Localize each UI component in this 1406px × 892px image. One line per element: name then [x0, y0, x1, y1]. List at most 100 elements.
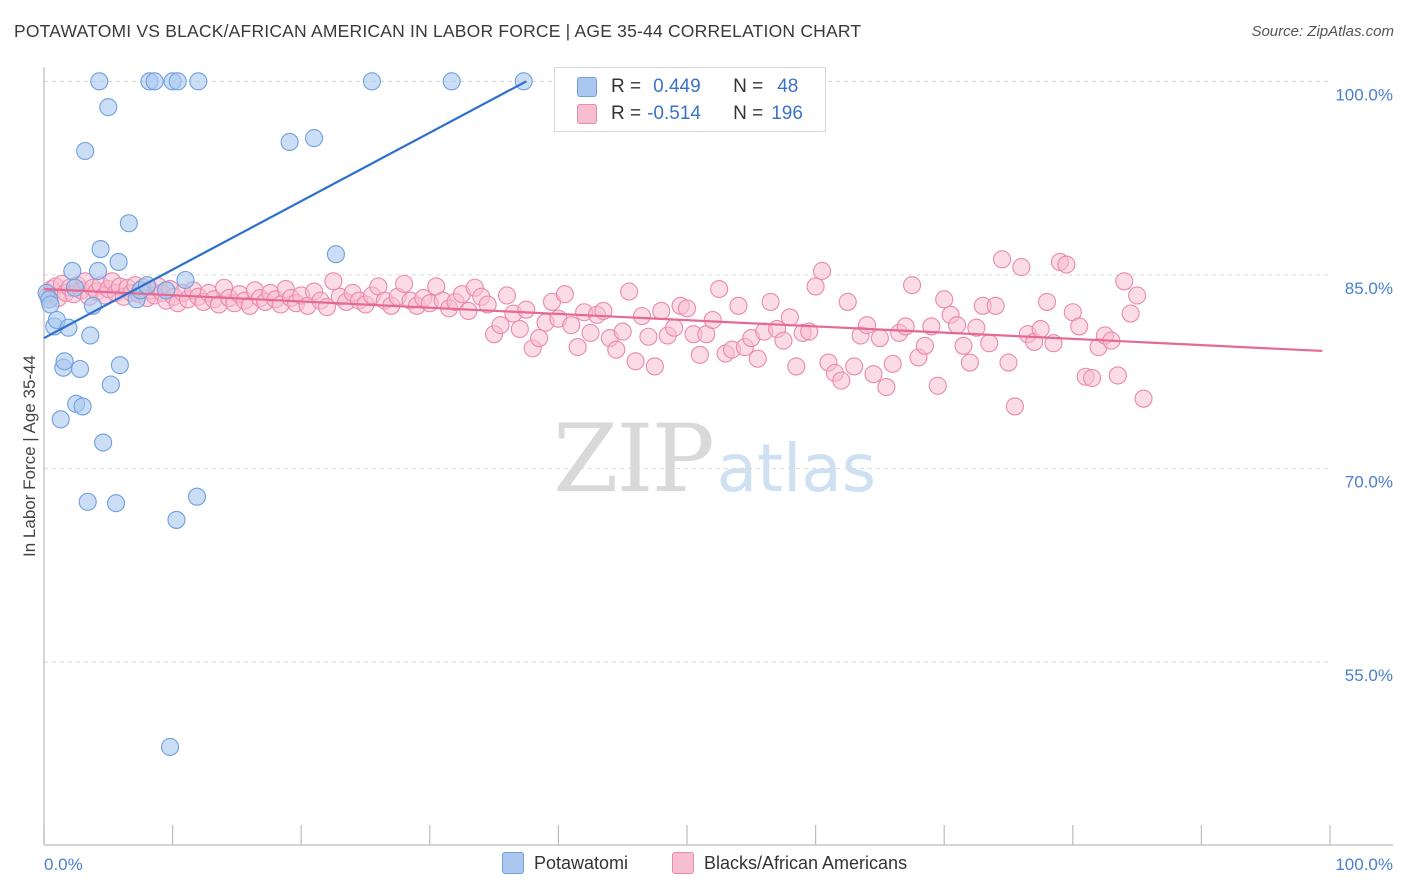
data-point-blacks: [870, 328, 889, 348]
data-point-blacks: [677, 299, 697, 318]
data-point-potawatomi: [442, 72, 461, 91]
data-point-blacks: [324, 272, 343, 291]
x-tick-label: 0.0%: [44, 855, 83, 874]
legend-r-value: -0.514: [647, 103, 701, 124]
data-point-potawatomi: [362, 72, 381, 91]
bottom-legend-label-blacks: Blacks/African Americans: [704, 852, 908, 873]
data-point-blacks: [787, 357, 806, 376]
data-point-potawatomi: [78, 492, 97, 511]
bottom-legend-blacks: Blacks/African Americans: [672, 852, 907, 874]
source-credit: Source: ZipAtlas.com: [1251, 23, 1394, 40]
data-point-potawatomi: [51, 410, 70, 429]
data-point-potawatomi: [94, 433, 113, 452]
data-point-potawatomi: [55, 352, 74, 371]
data-point-blacks: [748, 349, 767, 368]
data-point-potawatomi: [81, 326, 100, 345]
data-point-potawatomi: [65, 278, 84, 297]
data-point-blacks: [645, 357, 664, 376]
data-point-blacks: [1005, 397, 1024, 416]
watermark: ZIPatlas: [553, 405, 876, 514]
data-point-blacks: [530, 328, 549, 348]
data-point-blacks: [993, 250, 1012, 269]
blacks-points: [38, 250, 1153, 416]
grid-layer: [44, 80, 1330, 663]
data-point-blacks: [710, 279, 729, 299]
axis-layer: [43, 67, 1393, 846]
data-point-blacks: [517, 300, 536, 319]
data-point-blacks: [864, 365, 883, 384]
legend-row-potawatomi: R = 0.449 N = 48: [577, 74, 798, 100]
data-point-blacks: [883, 354, 902, 373]
data-point-potawatomi: [106, 494, 126, 513]
data-point-blacks: [986, 296, 1005, 315]
data-point-blacks: [497, 286, 517, 305]
x-tick-label: 100.0%: [1335, 855, 1393, 874]
watermark-zip: ZIP: [553, 405, 715, 514]
data-point-blacks: [935, 290, 954, 309]
data-point-blacks: [980, 334, 999, 353]
data-point-blacks: [1038, 292, 1057, 311]
chart-title: POTAWATOMI VS BLACK/AFRICAN AMERICAN IN …: [14, 21, 862, 41]
data-point-potawatomi: [101, 375, 120, 394]
data-point-blacks: [665, 318, 684, 337]
data-point-blacks: [928, 376, 947, 395]
data-point-blacks: [761, 292, 780, 311]
data-point-blacks: [581, 323, 600, 342]
data-point-blacks: [838, 292, 857, 311]
data-point-blacks: [568, 338, 587, 357]
data-point-potawatomi: [280, 132, 299, 152]
bottom-legend-label-potawatomi: Potawatomi: [534, 852, 629, 873]
y-tick-label: 85.0%: [1345, 279, 1393, 298]
data-point-potawatomi: [70, 359, 90, 379]
data-point-blacks: [620, 282, 639, 301]
legend-r-value: 0.449: [653, 76, 701, 97]
bottom-legend-potawatomi: Potawatomi: [502, 852, 628, 874]
data-point-blacks: [562, 316, 581, 335]
data-point-potawatomi: [160, 737, 180, 757]
tick-label-layer: 55.0% 70.0% 85.0% 100.0% 0.0% 100.0%: [44, 85, 1393, 874]
legend-n-value: 48: [777, 76, 799, 97]
y-tick-label: 70.0%: [1345, 472, 1393, 491]
data-point-potawatomi: [99, 98, 118, 117]
data-point-blacks: [960, 353, 979, 372]
data-point-blacks: [478, 295, 497, 314]
data-point-blacks: [632, 307, 652, 326]
trend-line-potawatomi: [43, 80, 527, 340]
bottom-legend-swatch-potawatomi: [502, 852, 524, 874]
data-point-potawatomi: [91, 239, 110, 259]
data-point-potawatomi: [305, 129, 324, 148]
data-point-blacks: [780, 308, 799, 327]
data-point-blacks: [806, 277, 825, 296]
data-point-blacks: [729, 296, 748, 315]
data-point-blacks: [922, 317, 941, 336]
data-point-potawatomi: [110, 356, 129, 375]
data-point-blacks: [690, 345, 709, 364]
data-point-potawatomi: [119, 214, 138, 233]
data-point-potawatomi: [90, 72, 109, 91]
legend-n-label: N =: [733, 103, 764, 124]
data-point-blacks: [948, 316, 967, 335]
data-point-blacks: [626, 352, 645, 371]
legend-row-blacks: R = -0.514 N = 196: [577, 101, 803, 127]
data-point-blacks: [832, 371, 851, 390]
y-tick-label: 55.0%: [1345, 666, 1393, 685]
data-point-blacks: [774, 331, 793, 350]
data-point-blacks: [703, 310, 722, 330]
data-point-blacks: [491, 316, 510, 335]
data-point-blacks: [1128, 286, 1147, 305]
data-point-potawatomi: [176, 270, 195, 290]
data-point-potawatomi: [167, 510, 186, 529]
data-point-blacks: [613, 322, 632, 341]
data-point-blacks: [812, 261, 832, 281]
data-point-potawatomi: [41, 295, 60, 314]
data-point-blacks: [1057, 255, 1076, 274]
trend-line-blacks: [43, 287, 1323, 353]
data-point-blacks: [510, 319, 529, 339]
data-point-blacks: [1083, 368, 1102, 388]
data-point-blacks: [896, 317, 915, 336]
legend: R = 0.449 N = 48 R = -0.514 N = 196: [554, 67, 826, 132]
data-point-blacks: [857, 316, 877, 335]
data-point-blacks: [954, 336, 973, 355]
data-point-blacks: [1108, 366, 1127, 385]
data-point-potawatomi: [168, 72, 187, 91]
